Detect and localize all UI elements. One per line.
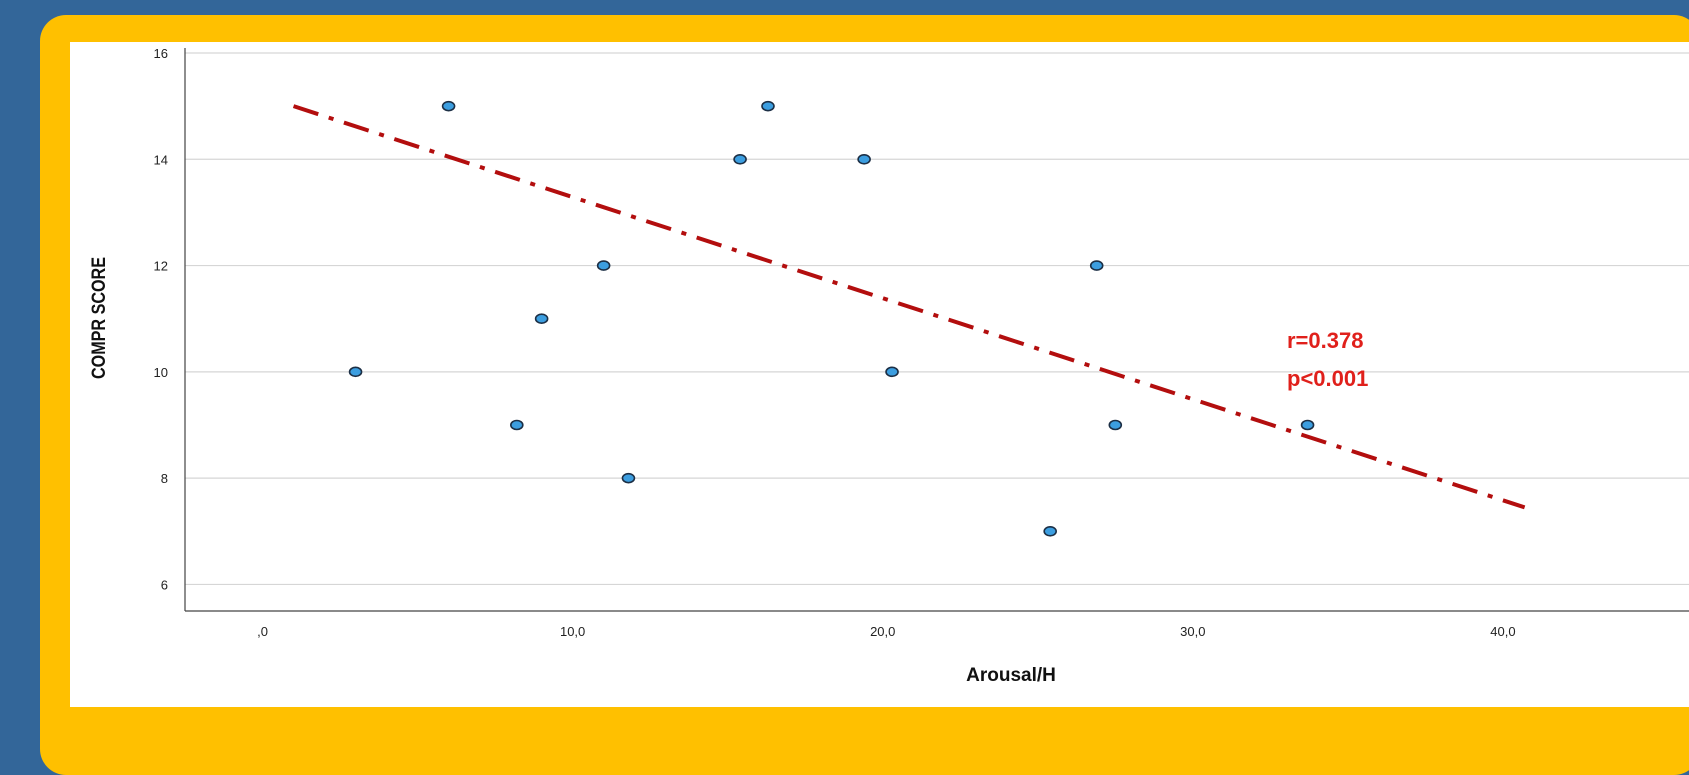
y-tick-label: 10 [154,365,168,380]
scatter-point [621,472,636,484]
scatter-point [761,100,775,112]
scatter-point [348,366,363,378]
scatter-point [596,260,611,271]
scatter-point [1043,525,1057,537]
scatter-point [1089,260,1104,271]
correlation-r-annotation: r=0.378 [1287,328,1363,353]
scatter-point [534,313,549,325]
y-tick-label: 6 [161,577,168,592]
x-axis-title: Arousal/H [966,665,1056,686]
x-tick-label: 40,0 [1490,624,1515,639]
scatter-point [1108,419,1123,431]
p-value-annotation: p<0.001 [1287,366,1368,391]
scatter-point [441,100,456,112]
scatter-point [1300,419,1315,431]
x-tick-label: 30,0 [1180,624,1205,639]
scatter-point [510,419,524,431]
x-tick-label: 20,0 [870,624,895,639]
scatter-point [733,153,747,165]
chart-panel [70,42,1689,707]
y-tick-label: 12 [154,259,168,274]
scatter-chart: 6 8 10 12 14 16 ,0 10,0 20,0 30,0 40,0 COMPR SCOR… [88,46,1689,686]
scatter-point [885,366,899,378]
y-axis-title: COMPR SCORE [88,257,110,379]
y-tick-label: 8 [161,471,168,486]
x-tick-label: ,0 [257,624,268,639]
y-tick-label: 16 [154,46,168,61]
y-tick-label: 14 [154,152,168,167]
scatter-point [857,153,871,165]
x-tick-label: 10,0 [560,624,585,639]
trendline [292,104,1526,510]
